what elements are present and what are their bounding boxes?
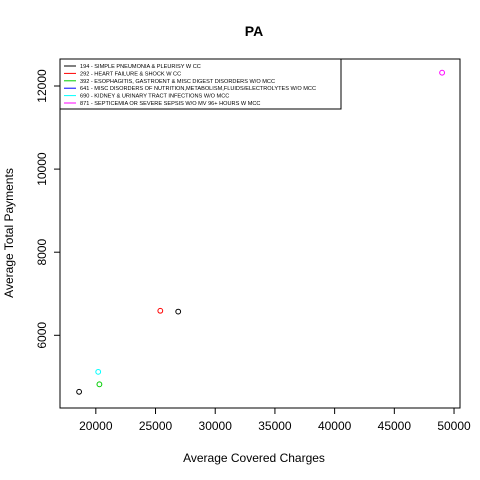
legend-label: 871 - SEPTICEMIA OR SEVERE SEPSIS W/O MV…: [80, 101, 260, 107]
y-tick-label: 10000: [35, 152, 49, 186]
x-tick-label: 40000: [318, 419, 352, 433]
legend-box: [59, 58, 342, 110]
data-points: [76, 69, 445, 395]
data-point: [96, 381, 103, 388]
x-tick-label: 30000: [199, 419, 233, 433]
x-tick-label: 35000: [258, 419, 292, 433]
x-axis-label: Average Covered Charges: [183, 451, 325, 465]
plot-frame: [59, 58, 461, 409]
y-tick-label: 8000: [35, 239, 49, 266]
data-point: [157, 307, 164, 314]
data-point: [439, 69, 445, 76]
legend-label: 194 - SIMPLE PNEUMONIA & PLEURISY W CC: [80, 64, 201, 70]
legend-label: 641 - MISC DISORDERS OF NUTRITION,METABO…: [80, 86, 316, 92]
x-axis: 20000 25000 30000 35000 40000 45000 50000: [79, 408, 471, 433]
legend-label: 292 - HEART FAILURE & SHOCK W CC: [80, 71, 181, 77]
data-point: [95, 368, 102, 375]
x-tick-label: 25000: [139, 419, 173, 433]
legend-label: 690 - KIDNEY & URINARY TRACT INFECTIONS …: [80, 94, 229, 100]
legend: 194 - SIMPLE PNEUMONIA & PLEURISY W CC29…: [59, 58, 342, 110]
legend-label: 392 - ESOPHAGITIS, GASTROENT & MISC DIGE…: [80, 79, 275, 85]
x-tick-label: 50000: [437, 419, 471, 433]
data-point: [175, 308, 182, 315]
x-tick-label: 20000: [79, 419, 113, 433]
y-tick-label: 6000: [35, 322, 49, 349]
x-tick-label: 45000: [378, 419, 412, 433]
y-axis: 6000 8000 10000 12000: [35, 69, 60, 349]
y-axis-label: Average Total Payments: [2, 168, 16, 298]
y-tick-label: 12000: [35, 69, 49, 103]
chart-title: PA: [245, 23, 263, 39]
data-point: [76, 388, 83, 395]
